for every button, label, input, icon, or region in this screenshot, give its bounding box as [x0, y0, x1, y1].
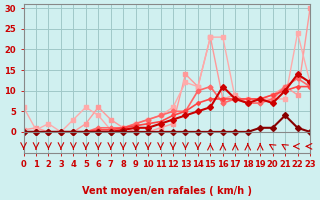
- X-axis label: Vent moyen/en rafales ( km/h ): Vent moyen/en rafales ( km/h ): [82, 186, 252, 196]
